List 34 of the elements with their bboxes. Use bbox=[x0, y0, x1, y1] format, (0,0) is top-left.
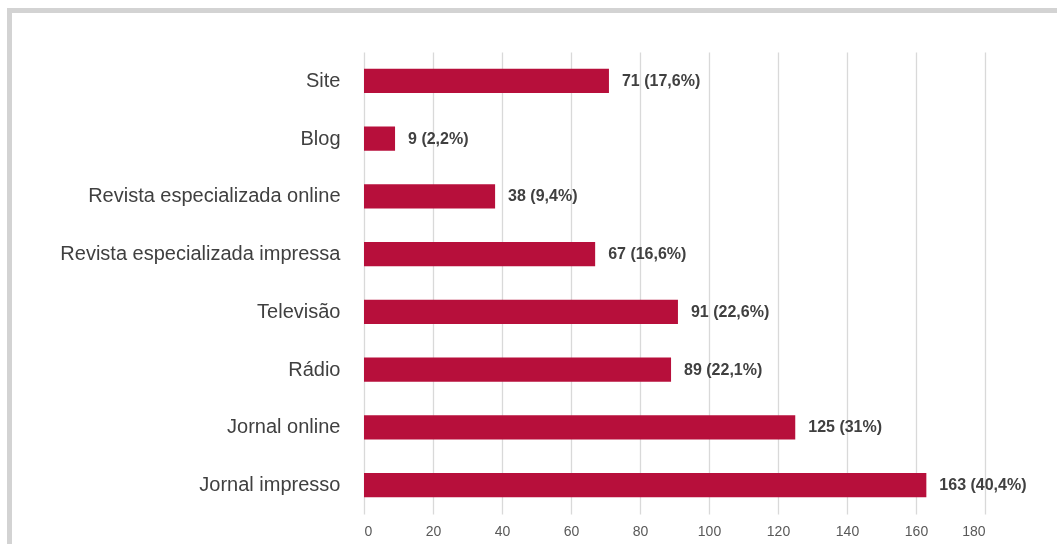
bar bbox=[364, 299, 678, 324]
bar bbox=[364, 68, 609, 93]
data-label: 89 (22,1%) bbox=[684, 360, 763, 378]
bar bbox=[364, 473, 927, 498]
x-tick-label: 40 bbox=[494, 522, 511, 539]
x-tick-label: 160 bbox=[904, 522, 929, 539]
x-tick-label: 60 bbox=[563, 522, 580, 539]
y-tick-label: Blog bbox=[300, 126, 341, 149]
bar bbox=[364, 126, 396, 151]
x-tick-label: 140 bbox=[835, 522, 860, 539]
data-label: 9 (2,2%) bbox=[408, 129, 469, 147]
bar bbox=[364, 415, 796, 440]
y-tick-label: Revista especializada online bbox=[88, 184, 341, 207]
x-tick-label: 120 bbox=[766, 522, 791, 539]
y-tick-label: Site bbox=[306, 68, 341, 91]
bar bbox=[364, 184, 496, 209]
bar bbox=[364, 242, 596, 267]
x-tick-label: 20 bbox=[425, 522, 442, 539]
y-tick-label: Revista especializada impressa bbox=[60, 242, 342, 265]
data-label: 71 (17,6%) bbox=[621, 71, 701, 89]
y-tick-label: Rádio bbox=[288, 357, 341, 380]
x-tick-label: 100 bbox=[697, 522, 722, 539]
y-tick-label: Televisão bbox=[257, 299, 341, 322]
y-tick-label: Jornal impresso bbox=[199, 473, 341, 496]
data-label: 91 (22,6%) bbox=[690, 302, 770, 320]
bar bbox=[364, 357, 672, 382]
x-tick-label: 0 bbox=[364, 522, 373, 539]
y-tick-label: Jornal online bbox=[227, 415, 341, 438]
x-tick-label: 80 bbox=[632, 522, 649, 539]
x-tick-label: 180 bbox=[962, 522, 986, 539]
data-label: 67 (16,6%) bbox=[608, 245, 687, 263]
data-label: 125 (31%) bbox=[808, 418, 883, 436]
data-label: 163 (40,4%) bbox=[939, 476, 1027, 494]
data-label: 38 (9,4%) bbox=[508, 187, 578, 205]
